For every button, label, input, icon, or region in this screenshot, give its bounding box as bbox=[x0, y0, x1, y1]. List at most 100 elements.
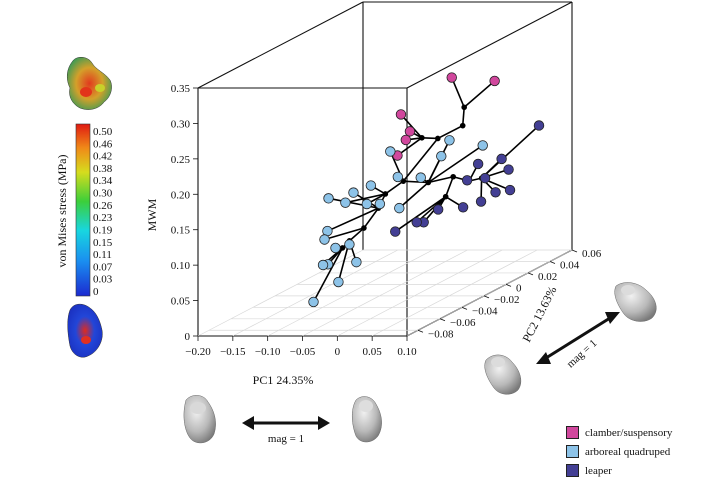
stress-map-bone-top-image bbox=[67, 57, 112, 110]
colorbar-tick-label: 0.30 bbox=[93, 188, 113, 200]
tree-branch bbox=[403, 180, 429, 184]
arboreal-point bbox=[374, 198, 386, 210]
z-tick-label: 0 bbox=[185, 331, 191, 343]
tree-branch bbox=[427, 144, 484, 184]
y-tick-label: 0 bbox=[516, 282, 522, 294]
arboreal-point bbox=[385, 146, 396, 157]
y-tick-label: 0.04 bbox=[560, 259, 580, 271]
box-edge bbox=[197, 1, 364, 89]
pc2-negative-bone-image bbox=[484, 354, 522, 395]
tree-branch bbox=[312, 247, 344, 303]
pc2-arrow bbox=[536, 312, 620, 364]
colorbar-tick-label: 0.26 bbox=[93, 200, 113, 212]
grid-line-x bbox=[406, 249, 573, 337]
arboreal-point bbox=[444, 135, 455, 146]
leaper-point bbox=[479, 172, 491, 184]
grid-line-x bbox=[372, 249, 538, 337]
arboreal-point bbox=[323, 193, 334, 204]
grid-line-x bbox=[232, 249, 398, 337]
pc2-positive-bone-image bbox=[614, 282, 657, 322]
z-axis-ticks: 0 0.05 0.10 0.15 0.20 0.25 0.30 0.35 bbox=[171, 83, 198, 343]
y-tick-mark bbox=[571, 249, 578, 253]
legend-item-leaper: leaper bbox=[566, 461, 672, 480]
tree-node bbox=[425, 179, 432, 186]
legend-swatch-clamber bbox=[566, 426, 579, 439]
leaper-point bbox=[533, 120, 545, 131]
arboreal-point bbox=[319, 234, 330, 245]
leaper-point bbox=[472, 158, 484, 170]
pc1-negative-bone-image bbox=[183, 395, 216, 444]
legend-label-clamber: clamber/suspensory bbox=[585, 426, 673, 439]
z-tick-label: 0.15 bbox=[171, 225, 191, 237]
clamber-point bbox=[446, 72, 457, 83]
arboreal-point bbox=[415, 172, 426, 183]
leaper-point bbox=[432, 204, 444, 215]
tree-branch bbox=[384, 180, 404, 195]
colorbar-tick-label: 0.42 bbox=[93, 151, 112, 163]
tree-branch bbox=[398, 181, 429, 209]
colorbar-tick-label: 0.19 bbox=[93, 224, 113, 236]
leaper-point bbox=[475, 196, 487, 207]
data-points bbox=[308, 72, 545, 308]
tree-branch bbox=[363, 207, 380, 229]
pc1-shape-change: mag = 1 bbox=[183, 395, 382, 445]
x-axis-ticks: −0.20 −0.15 −0.10 −0.05 0 0.05 0.10 bbox=[185, 336, 417, 358]
tree-branch bbox=[345, 193, 386, 204]
floor-grid bbox=[197, 249, 573, 337]
tree-branch bbox=[463, 80, 496, 108]
clamber-point bbox=[404, 126, 416, 137]
tree-branch bbox=[327, 207, 379, 232]
z-tick-label: 0.35 bbox=[171, 83, 191, 95]
colorbar-tick-label: 0.03 bbox=[93, 274, 113, 286]
arboreal-point bbox=[361, 198, 373, 210]
grid-line-x bbox=[197, 249, 364, 337]
tree-node bbox=[450, 173, 457, 180]
x-axis-label: PC1 24.35% bbox=[253, 373, 314, 387]
clamber-point bbox=[400, 134, 412, 146]
x-tick-label: −0.15 bbox=[220, 346, 246, 358]
box-edge bbox=[406, 1, 573, 89]
legend-label-leaper: leaper bbox=[585, 464, 612, 477]
arboreal-point bbox=[351, 256, 362, 268]
y-tick-mark bbox=[549, 261, 556, 264]
arboreal-point bbox=[344, 239, 355, 250]
leaper-point bbox=[504, 184, 516, 196]
legend-swatch-leaper bbox=[566, 464, 579, 477]
x-tick-label: 0.05 bbox=[363, 346, 383, 358]
colorbar-tick-label: 0.07 bbox=[93, 261, 113, 273]
tree-node bbox=[382, 191, 389, 197]
arboreal-point bbox=[340, 197, 351, 208]
arboreal-point bbox=[477, 140, 488, 151]
arboreal-point bbox=[333, 276, 344, 288]
legend: clamber/suspensory arboreal quadruped le… bbox=[566, 423, 672, 480]
tree-node bbox=[461, 104, 468, 111]
x-tick-label: −0.10 bbox=[255, 346, 281, 358]
colorbar-tick-label: 0.50 bbox=[93, 126, 113, 138]
pc1-arrow bbox=[242, 416, 330, 430]
tree-branch bbox=[450, 77, 465, 108]
tree-branch bbox=[324, 227, 365, 241]
x-tick-label: 0.10 bbox=[397, 346, 417, 358]
arboreal-point bbox=[330, 242, 341, 254]
legend-item-clamber: clamber/suspensory bbox=[566, 423, 672, 442]
legend-label-arboreal: arboreal quadruped bbox=[585, 445, 671, 458]
clamber-point bbox=[395, 109, 407, 120]
grid-line-x bbox=[302, 249, 468, 337]
y-tick-mark bbox=[417, 329, 424, 333]
leaper-point bbox=[457, 202, 469, 213]
tree-branch bbox=[348, 227, 365, 242]
y-axis-ticks: −0.08−0.06−0.04−0.020 0.020.040.06 bbox=[417, 248, 602, 340]
leaper-point bbox=[390, 226, 401, 237]
z-tick-label: 0.05 bbox=[171, 296, 191, 308]
z-tick-label: 0.30 bbox=[171, 118, 191, 130]
colorbar-tick-label: 0.46 bbox=[93, 138, 113, 150]
z-tick-label: 0.20 bbox=[171, 189, 191, 201]
tree-node bbox=[361, 225, 367, 231]
colorbar-tick-label: 0.15 bbox=[93, 237, 113, 249]
leaper-point bbox=[411, 217, 422, 228]
z-tick-label: 0.25 bbox=[171, 154, 191, 166]
pc1-positive-bone-image bbox=[352, 396, 382, 443]
legend-item-arboreal: arboreal quadruped bbox=[566, 442, 672, 461]
colorbar-tick-label: 0.11 bbox=[93, 249, 112, 261]
y-tick-mark bbox=[527, 272, 534, 276]
